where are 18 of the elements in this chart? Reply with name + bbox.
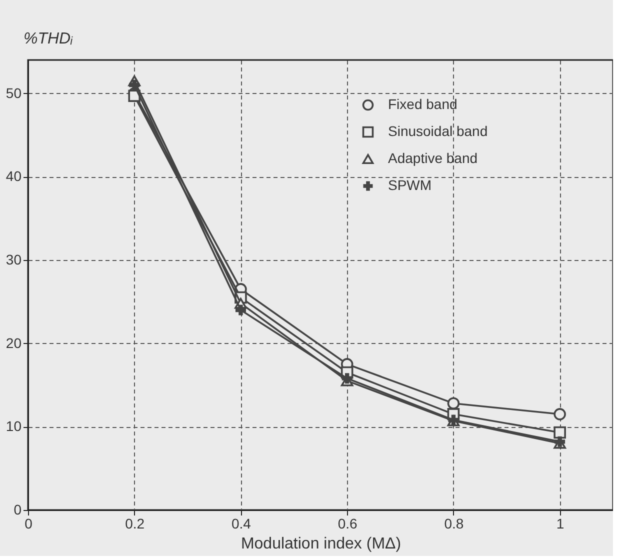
y-tick-label: 10 xyxy=(6,418,22,434)
x-tick-label: 1 xyxy=(556,516,564,532)
x-axis-title: Modulation index (MΔ) xyxy=(240,536,402,552)
y-axis-title: %THDᵢ xyxy=(24,30,74,48)
x-tick-label: 0.8 xyxy=(444,516,464,532)
x-tick-label: 0.2 xyxy=(125,516,145,532)
legend-label: Sinusoidal band xyxy=(388,123,488,139)
y-tick-label: 20 xyxy=(6,334,22,351)
x-tick-label: 0.6 xyxy=(338,516,358,532)
y-tick-label: 0 xyxy=(14,502,22,518)
y-tick-label: 50 xyxy=(6,84,22,101)
legend-label: Fixed band xyxy=(388,96,458,112)
x-tick-label: 0.4 xyxy=(231,516,252,532)
y-tick-label: 30 xyxy=(6,252,22,268)
legend-label: SPWM xyxy=(388,177,432,193)
x-tick-label: 0 xyxy=(24,516,33,532)
legend-label: Adaptive band xyxy=(388,150,478,166)
y-tick-label: 40 xyxy=(6,168,22,184)
